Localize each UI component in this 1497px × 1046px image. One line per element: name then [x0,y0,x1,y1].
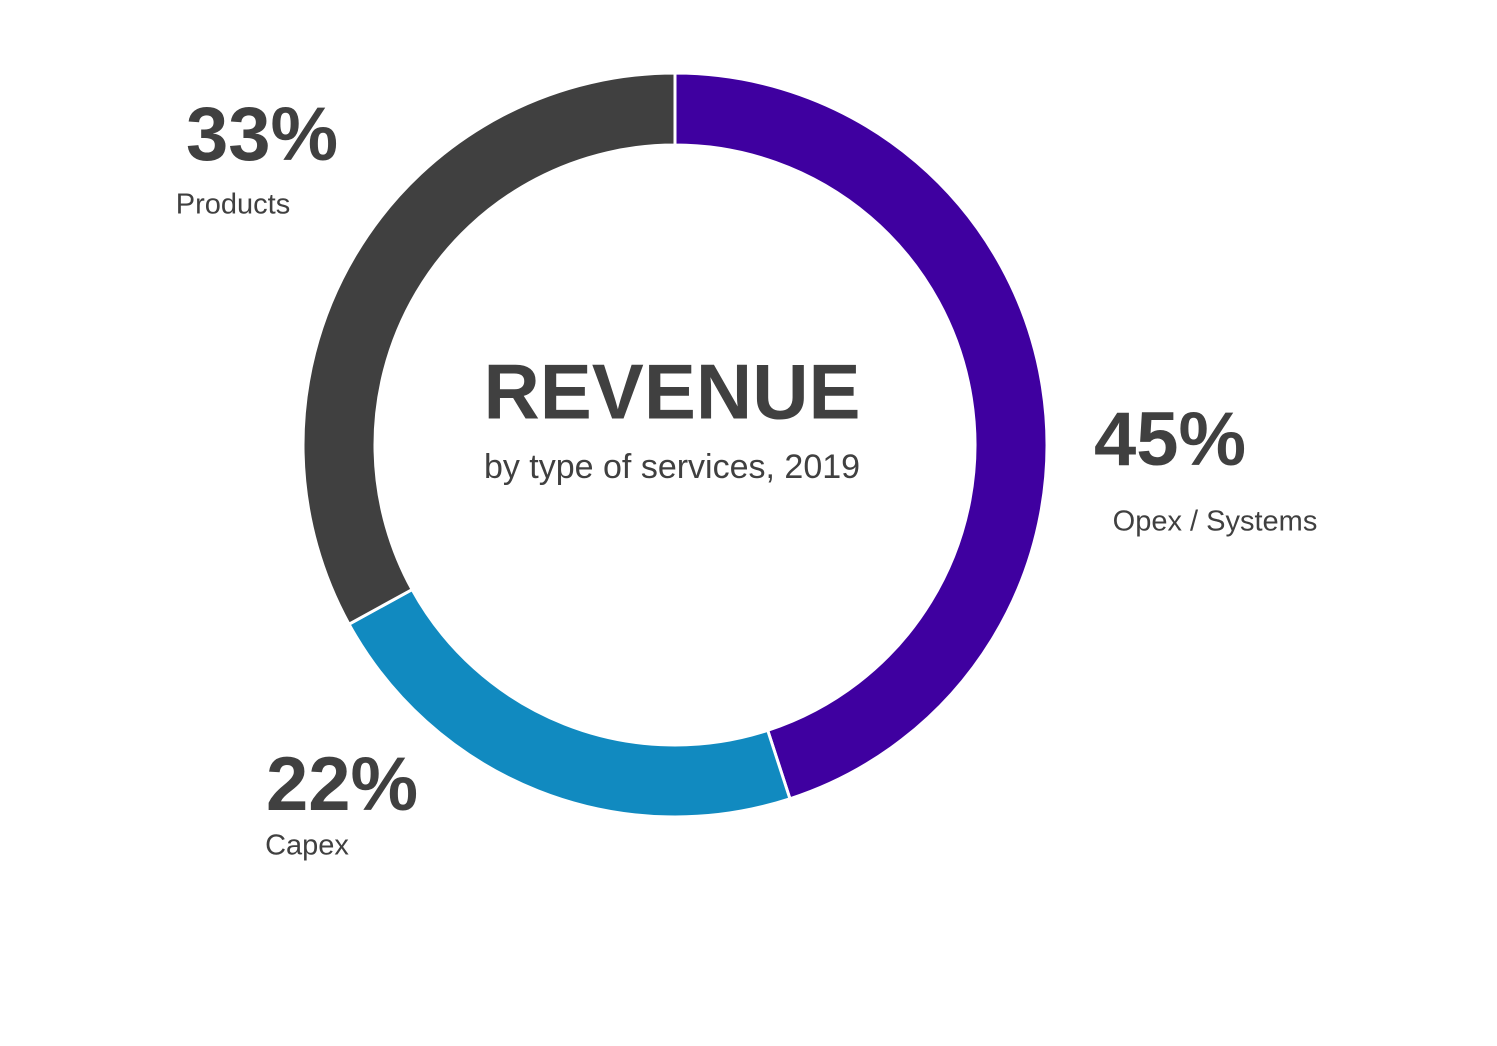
value-label: 22% [266,742,418,827]
category-label: Opex / Systems [1113,506,1318,538]
value-label: 33% [186,92,338,177]
value-label: 45% [1094,397,1246,482]
chart-title: REVENUE [483,348,860,436]
category-label: Capex [265,830,349,862]
category-label: Products [176,189,290,221]
donut-segment [301,71,677,627]
chart-subtitle: by type of services, 2019 [484,448,860,486]
donut-segment [673,71,1049,801]
